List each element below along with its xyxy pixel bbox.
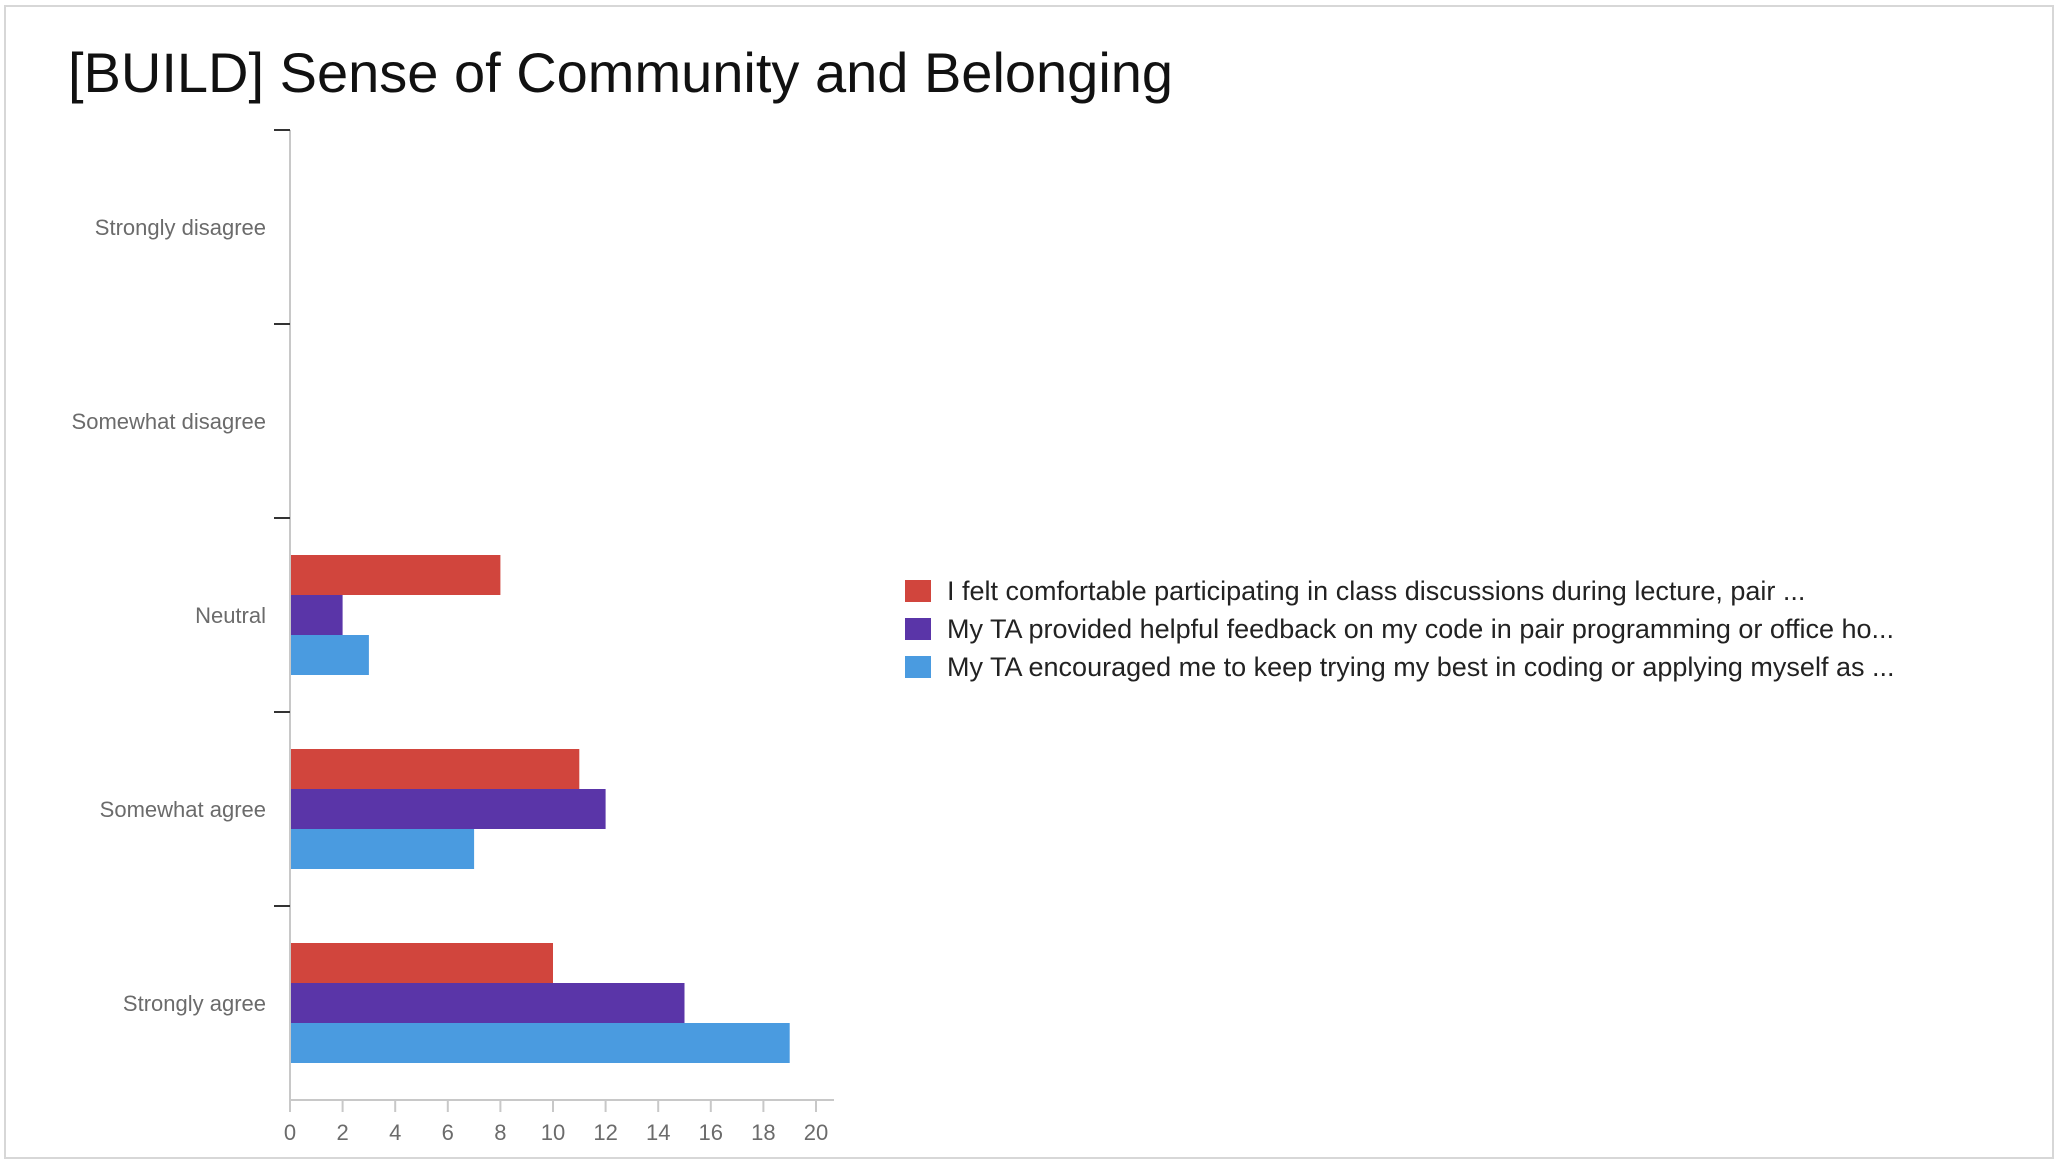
bar-series-3 xyxy=(291,635,369,675)
legend-swatch-1 xyxy=(905,580,931,602)
bar-series-1 xyxy=(291,555,501,595)
y-tick-label: Neutral xyxy=(195,603,266,628)
bar-series-1 xyxy=(291,943,553,983)
x-tick-label: 14 xyxy=(646,1120,670,1145)
legend-label-3: My TA encouraged me to keep trying my be… xyxy=(947,651,1895,682)
chart-legend: I felt comfortable participating in clas… xyxy=(905,572,1894,686)
x-tick-label: 8 xyxy=(494,1120,506,1145)
x-tick-label: 2 xyxy=(336,1120,348,1145)
y-tick-label: Somewhat agree xyxy=(100,797,266,822)
x-tick-label: 16 xyxy=(699,1120,723,1145)
bar-series-2 xyxy=(291,789,606,829)
x-tick-label: 6 xyxy=(442,1120,454,1145)
bar-series-3 xyxy=(291,1023,790,1063)
y-tick-label: Strongly agree xyxy=(123,991,266,1016)
legend-item-2: My TA provided helpful feedback on my co… xyxy=(905,610,1894,648)
bar-series-1 xyxy=(291,749,580,789)
bar-series-3 xyxy=(291,829,475,869)
legend-label-2: My TA provided helpful feedback on my co… xyxy=(947,613,1895,644)
legend-swatch-3 xyxy=(905,656,931,678)
bar-series-2 xyxy=(291,983,685,1023)
chart-title: [BUILD] Sense of Community and Belonging xyxy=(68,41,1174,104)
x-tick-label: 10 xyxy=(541,1120,565,1145)
x-tick-label: 0 xyxy=(284,1120,296,1145)
x-tick-label: 18 xyxy=(751,1120,775,1145)
y-tick-label: Somewhat disagree xyxy=(72,409,266,434)
x-tick-label: 12 xyxy=(593,1120,617,1145)
legend-item-1: I felt comfortable participating in clas… xyxy=(905,572,1894,610)
x-tick-label: 4 xyxy=(389,1120,401,1145)
legend-item-3: My TA encouraged me to keep trying my be… xyxy=(905,648,1894,686)
legend-swatch-2 xyxy=(905,618,931,640)
bar-series-2 xyxy=(291,595,343,635)
x-tick-label: 20 xyxy=(804,1120,828,1145)
legend-label-1: I felt comfortable participating in clas… xyxy=(947,575,1806,606)
y-tick-label: Strongly disagree xyxy=(95,215,266,240)
